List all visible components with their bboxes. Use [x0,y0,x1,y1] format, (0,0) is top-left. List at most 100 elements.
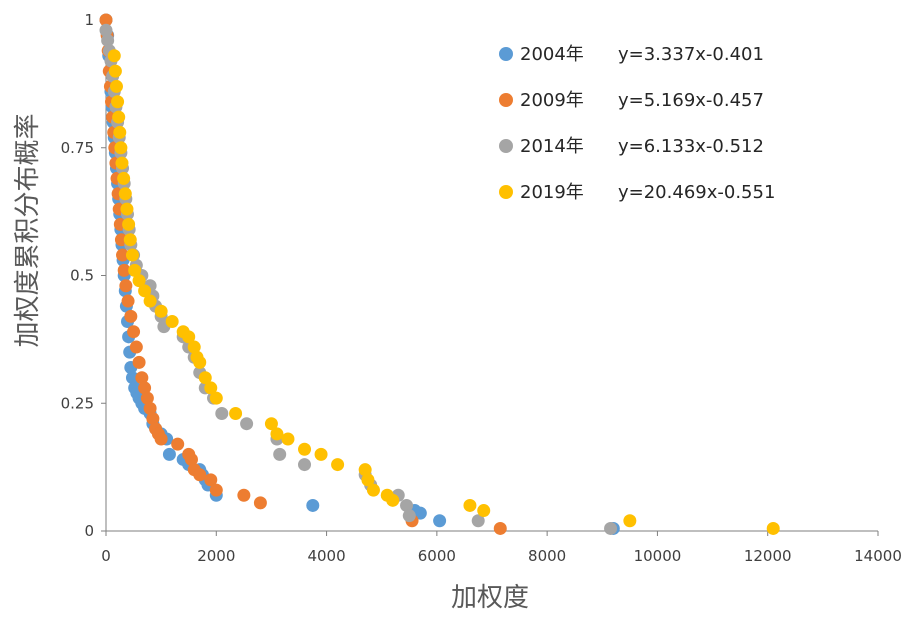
data-point [264,417,278,431]
data-point [193,468,207,482]
data-point [162,447,176,461]
data-point [215,406,229,420]
legend-label: 2014年 [520,136,584,157]
data-point [240,417,254,431]
data-point [184,452,198,466]
x-tick-label: 6000 [418,547,456,565]
data-point [114,141,128,155]
data-point [314,447,328,461]
data-point [331,458,345,472]
y-axis-title: 加权度累积分布概率 [13,113,43,347]
data-point [433,514,447,528]
y-tick-label: 1 [84,11,94,29]
data-point [143,294,157,308]
data-point [413,506,427,520]
legend-equation: y=5.169x-0.457 [618,90,764,111]
x-tick-label: 4000 [307,547,345,565]
x-axis-title: 加权度 [451,583,529,613]
series-1-points [99,13,507,535]
legend-marker [499,47,513,61]
data-point [766,521,780,535]
data-point [204,473,218,487]
data-point [154,304,168,318]
legend-marker [499,93,513,107]
data-point [135,371,149,385]
data-point [112,110,126,124]
data-point [138,381,152,395]
x-tick-label: 14000 [854,547,902,565]
data-point [402,509,416,523]
data-point [115,156,129,170]
data-point [477,504,491,518]
data-point [154,432,168,446]
data-point [140,391,154,405]
legend-equation: y=3.337x-0.401 [618,44,764,65]
data-point [298,458,312,472]
data-point [366,483,380,497]
data-point [122,217,136,231]
data-point [129,340,143,354]
data-point [273,447,287,461]
data-point [361,473,375,487]
y-tick-label: 0 [84,522,94,540]
data-point [204,381,218,395]
y-ticks: 0 0.25 0.5 0.75 1 [61,11,106,540]
legend: 2004年 y=3.337x-0.401 2009年 y=5.169x-0.457 20… [499,44,775,203]
points-layer [99,13,780,535]
data-point [209,391,223,405]
data-point [101,33,115,47]
data-point [125,248,139,262]
data-point [125,371,139,385]
data-point [281,432,295,446]
data-point [128,263,142,277]
data-point [123,233,137,247]
data-point [111,95,125,109]
y-tick-label: 0.5 [70,267,94,285]
data-point [113,125,127,139]
data-point [237,488,251,502]
legend-label: 2009年 [520,90,584,111]
data-point [127,325,141,339]
legend-label: 2004年 [520,44,584,65]
data-point [118,187,132,201]
data-point [121,294,135,308]
data-point [171,437,185,451]
data-point [119,279,133,293]
data-point [107,49,121,63]
data-point [604,521,618,535]
data-point [198,371,212,385]
legend-label: 2019年 [520,182,584,203]
x-tick-label: 0 [101,547,111,565]
data-point [117,171,131,185]
data-point [138,284,152,298]
data-point [182,330,196,344]
data-point [116,248,130,262]
data-point [623,514,637,528]
data-point [493,521,507,535]
data-point [358,463,372,477]
data-point [463,498,477,512]
data-point [99,23,113,37]
legend-equation: y=20.469x-0.551 [618,182,775,203]
data-point [187,340,201,354]
legend-marker [499,185,513,199]
data-point [471,514,485,528]
data-point [193,355,207,369]
data-point [146,412,160,426]
x-tick-label: 12000 [744,547,792,565]
data-point [132,355,146,369]
series-3-points [107,49,780,535]
data-point [99,13,113,27]
x-tick-label: 2000 [197,547,235,565]
data-point [386,493,400,507]
data-point [124,309,138,323]
data-point [270,427,284,441]
data-point [165,314,179,328]
data-point [253,496,267,510]
data-point [209,483,223,497]
data-point [400,498,414,512]
data-point [117,263,131,277]
data-point [120,202,134,216]
y-tick-label: 0.75 [61,139,94,157]
